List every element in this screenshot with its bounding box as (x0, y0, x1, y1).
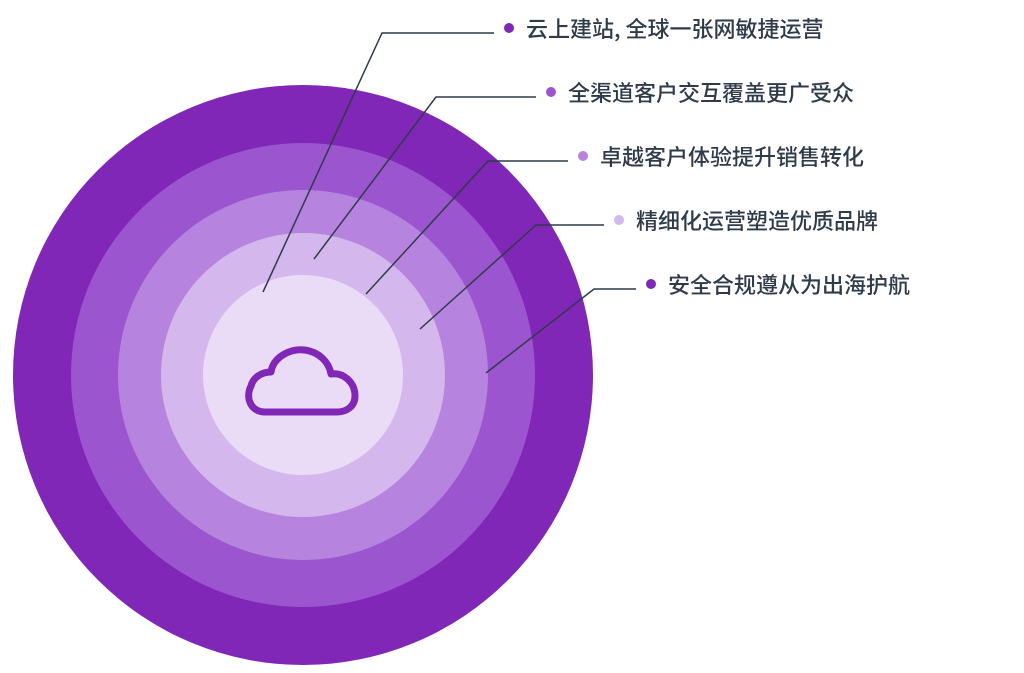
callout-text: 全渠道客户交互覆盖更广受众 (568, 79, 854, 105)
callout-label-2: 卓越客户体验提升销售转化 (578, 143, 864, 169)
bullet-icon (614, 215, 624, 225)
callout-text: 安全合规遵从为出海护航 (668, 271, 910, 297)
callout-label-1: 全渠道客户交互覆盖更广受众 (546, 79, 854, 105)
bullet-icon (546, 87, 556, 97)
callout-text: 云上建站, 全球一张网敏捷运营 (526, 15, 824, 41)
callout-label-4: 安全合规遵从为出海护航 (646, 271, 910, 297)
ring-4 (203, 275, 403, 475)
callout-label-0: 云上建站, 全球一张网敏捷运营 (504, 15, 824, 41)
callout-text: 卓越客户体验提升销售转化 (600, 143, 864, 169)
bullet-icon (646, 279, 656, 289)
callout-label-3: 精细化运营塑造优质品牌 (614, 207, 878, 233)
bullet-icon (504, 23, 514, 33)
bullet-icon (578, 151, 588, 161)
callout-text: 精细化运营塑造优质品牌 (636, 207, 878, 233)
concentric-diagram-svg (0, 0, 1024, 673)
diagram-stage: 云上建站, 全球一张网敏捷运营全渠道客户交互覆盖更广受众卓越客户体验提升销售转化… (0, 0, 1024, 673)
